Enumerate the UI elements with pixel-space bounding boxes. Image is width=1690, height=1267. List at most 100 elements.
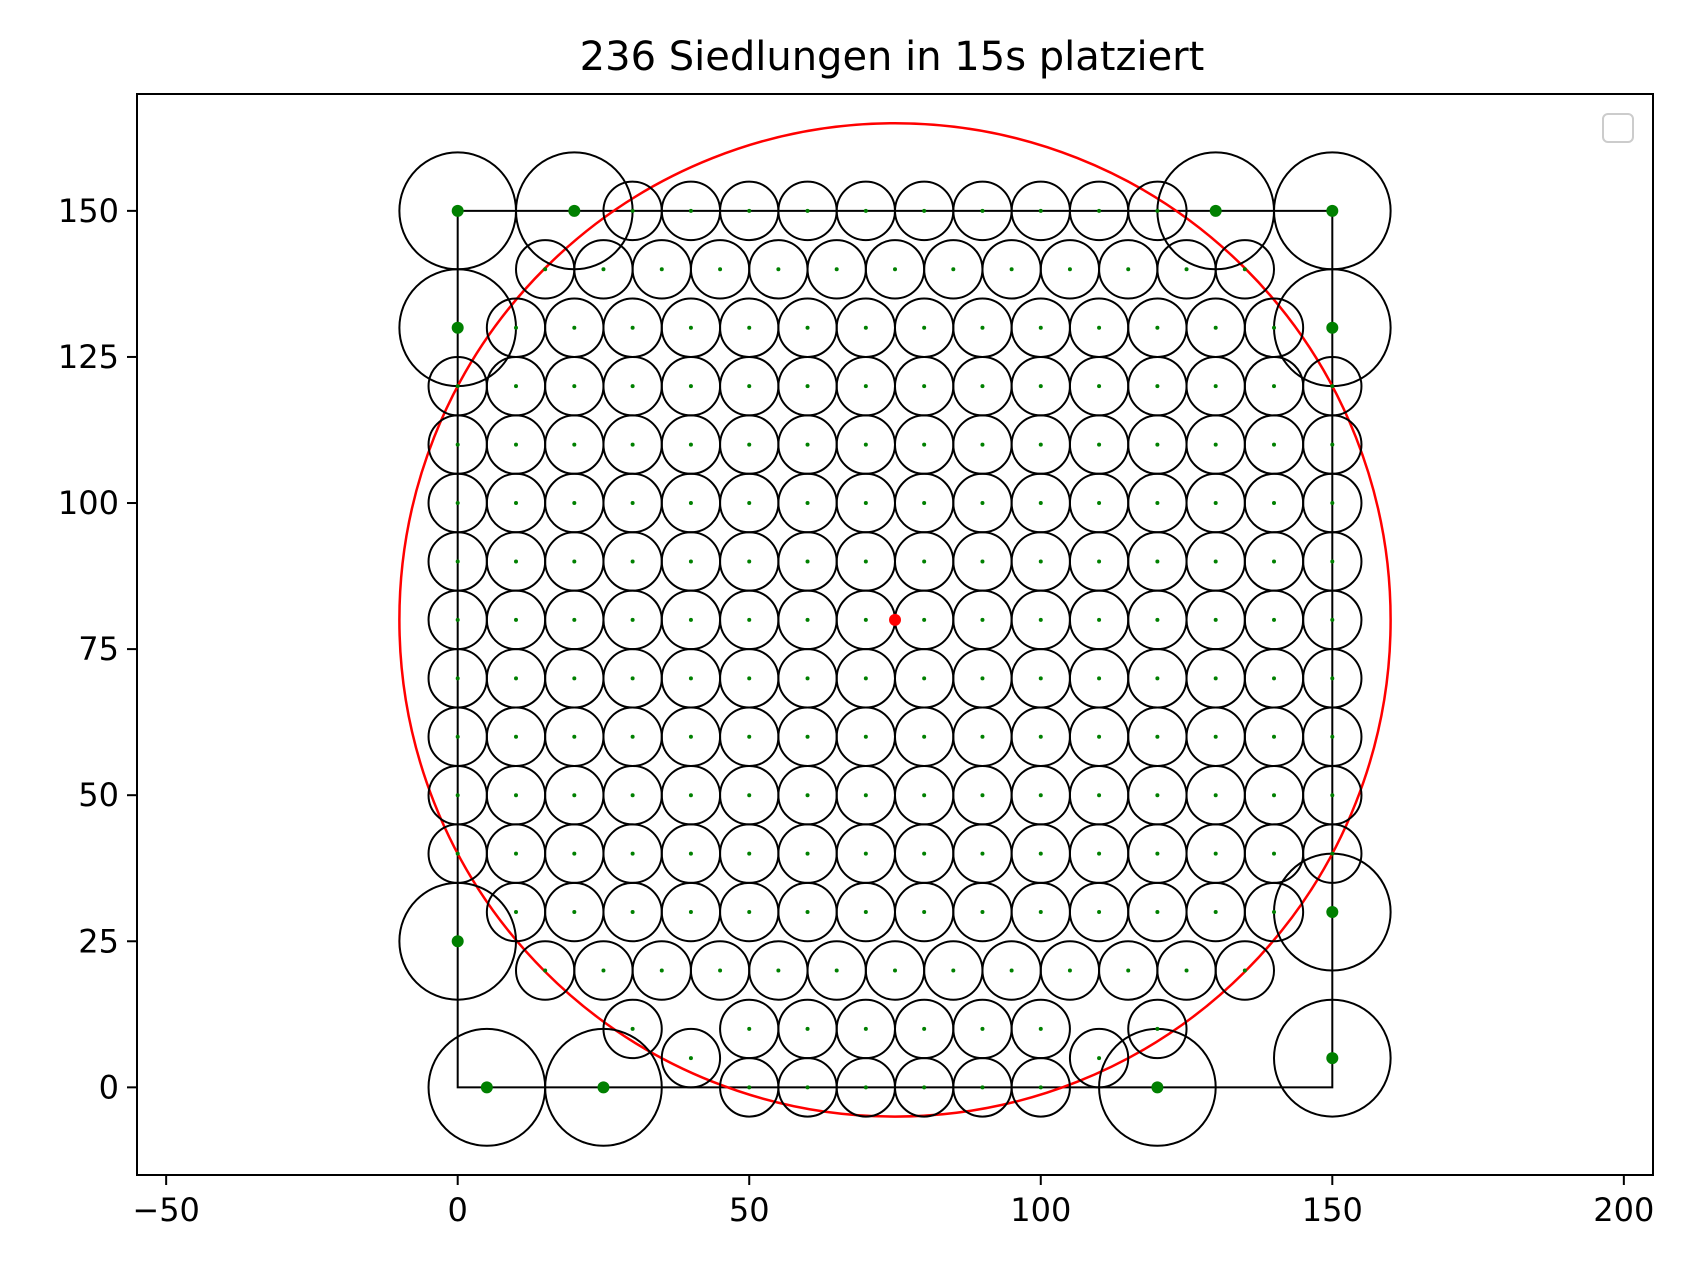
settlement-point: [776, 968, 781, 973]
settlement-point: [1126, 267, 1131, 272]
settlement-point: [863, 617, 868, 622]
settlement-point: [747, 501, 752, 506]
settlement-point: [718, 968, 723, 973]
settlement-point: [1213, 793, 1218, 798]
settlement-point: [922, 384, 927, 389]
settlement-point: [1097, 325, 1102, 330]
settlement-point: [1097, 910, 1102, 915]
settlement-point: [1330, 793, 1335, 798]
settlement-point: [863, 208, 868, 213]
settlement-point: [688, 384, 693, 389]
settlement-point: [922, 910, 927, 915]
settlement-point: [514, 559, 518, 564]
settlement-point: [630, 1026, 635, 1031]
settlement-point: [514, 851, 518, 856]
settlement-point: [688, 851, 693, 856]
settlement-point: [1272, 851, 1276, 856]
settlement-point: [1097, 734, 1102, 739]
settlement-point: [863, 384, 868, 389]
settlement-point: [863, 676, 868, 681]
settlement-point: [1330, 851, 1335, 856]
settlement-point: [747, 1085, 752, 1090]
settlement-point: [718, 267, 723, 272]
large-settlement-point: [1326, 321, 1339, 334]
settlement-point: [805, 793, 810, 798]
settlement-point: [1213, 384, 1218, 389]
settlement-point: [980, 851, 985, 856]
settlement-point: [980, 793, 985, 798]
settlement-point: [805, 1085, 810, 1090]
settlement-point: [747, 793, 752, 798]
settlement-circle: [1214, 239, 1276, 300]
settlement-point: [630, 559, 635, 564]
settlement-point: [688, 442, 693, 447]
settlement-point: [630, 734, 635, 739]
settlement-point: [1242, 968, 1247, 973]
settlement-point: [1272, 501, 1276, 506]
settlement-point: [747, 559, 752, 564]
settlement-point: [922, 1085, 927, 1090]
large-settlement-point: [451, 204, 464, 217]
settlement-point: [688, 910, 693, 915]
settlement-point: [922, 676, 927, 681]
settlement-point: [951, 267, 956, 272]
settlement-point: [805, 1026, 810, 1031]
settlement-point: [863, 851, 868, 856]
settlement-point: [805, 501, 810, 506]
settlement-point: [980, 910, 985, 915]
settlement-point: [922, 208, 927, 213]
settlement-point: [1097, 851, 1102, 856]
settlement-point: [805, 384, 810, 389]
center-point: [889, 613, 901, 626]
settlement-point: [893, 267, 897, 272]
axes-frame: [136, 93, 1654, 1176]
settlement-point: [863, 325, 868, 330]
settlement-point: [922, 442, 927, 447]
settlement-point: [1038, 1026, 1043, 1031]
settlement-point: [805, 734, 810, 739]
settlement-point: [514, 617, 518, 622]
plot-content: [398, 121, 1392, 1147]
settlement-point: [747, 1026, 752, 1031]
settlement-circle: [1068, 1027, 1130, 1089]
large-settlement-point: [451, 321, 464, 334]
settlement-point: [572, 442, 577, 447]
settlement-point: [1155, 734, 1160, 739]
axes: −50 0 50 100 150 200 0 25 50 75 100 125 150: [58, 192, 1654, 1229]
settlement-point: [747, 910, 752, 915]
settlement-point: [1155, 501, 1160, 506]
settlement-point: [455, 384, 460, 389]
settlement-point: [1330, 384, 1335, 389]
settlement-point: [688, 208, 693, 213]
settlement-point: [1097, 559, 1102, 564]
settlement-point: [514, 734, 518, 739]
settlement-point: [572, 384, 577, 389]
settlement-point: [747, 325, 752, 330]
settlement-point: [980, 501, 985, 506]
settlement-point: [863, 559, 868, 564]
settlement-point: [747, 676, 752, 681]
settlement-point: [980, 384, 985, 389]
settlement-point: [863, 793, 868, 798]
settlement-point: [1038, 384, 1043, 389]
settlement-point: [543, 968, 548, 973]
settlement-point: [601, 968, 606, 973]
settlement-point: [805, 676, 810, 681]
settlement-point: [1097, 793, 1102, 798]
settlement-point: [1213, 325, 1218, 330]
settlement-point: [455, 442, 460, 447]
settlement-circle: [1127, 998, 1188, 1060]
settlement-point: [514, 910, 518, 915]
y-tick-label: 150: [58, 192, 119, 230]
settlement-point: [1330, 442, 1335, 447]
settlement-point: [455, 559, 460, 564]
settlement-circle: [660, 1027, 722, 1089]
settlement-point: [747, 442, 752, 447]
settlement-point: [514, 325, 518, 330]
settlement-point: [572, 325, 577, 330]
settlement-point: [834, 968, 839, 973]
settlement-point: [455, 501, 460, 506]
settlement-point: [572, 501, 577, 506]
settlement-point: [659, 968, 664, 973]
